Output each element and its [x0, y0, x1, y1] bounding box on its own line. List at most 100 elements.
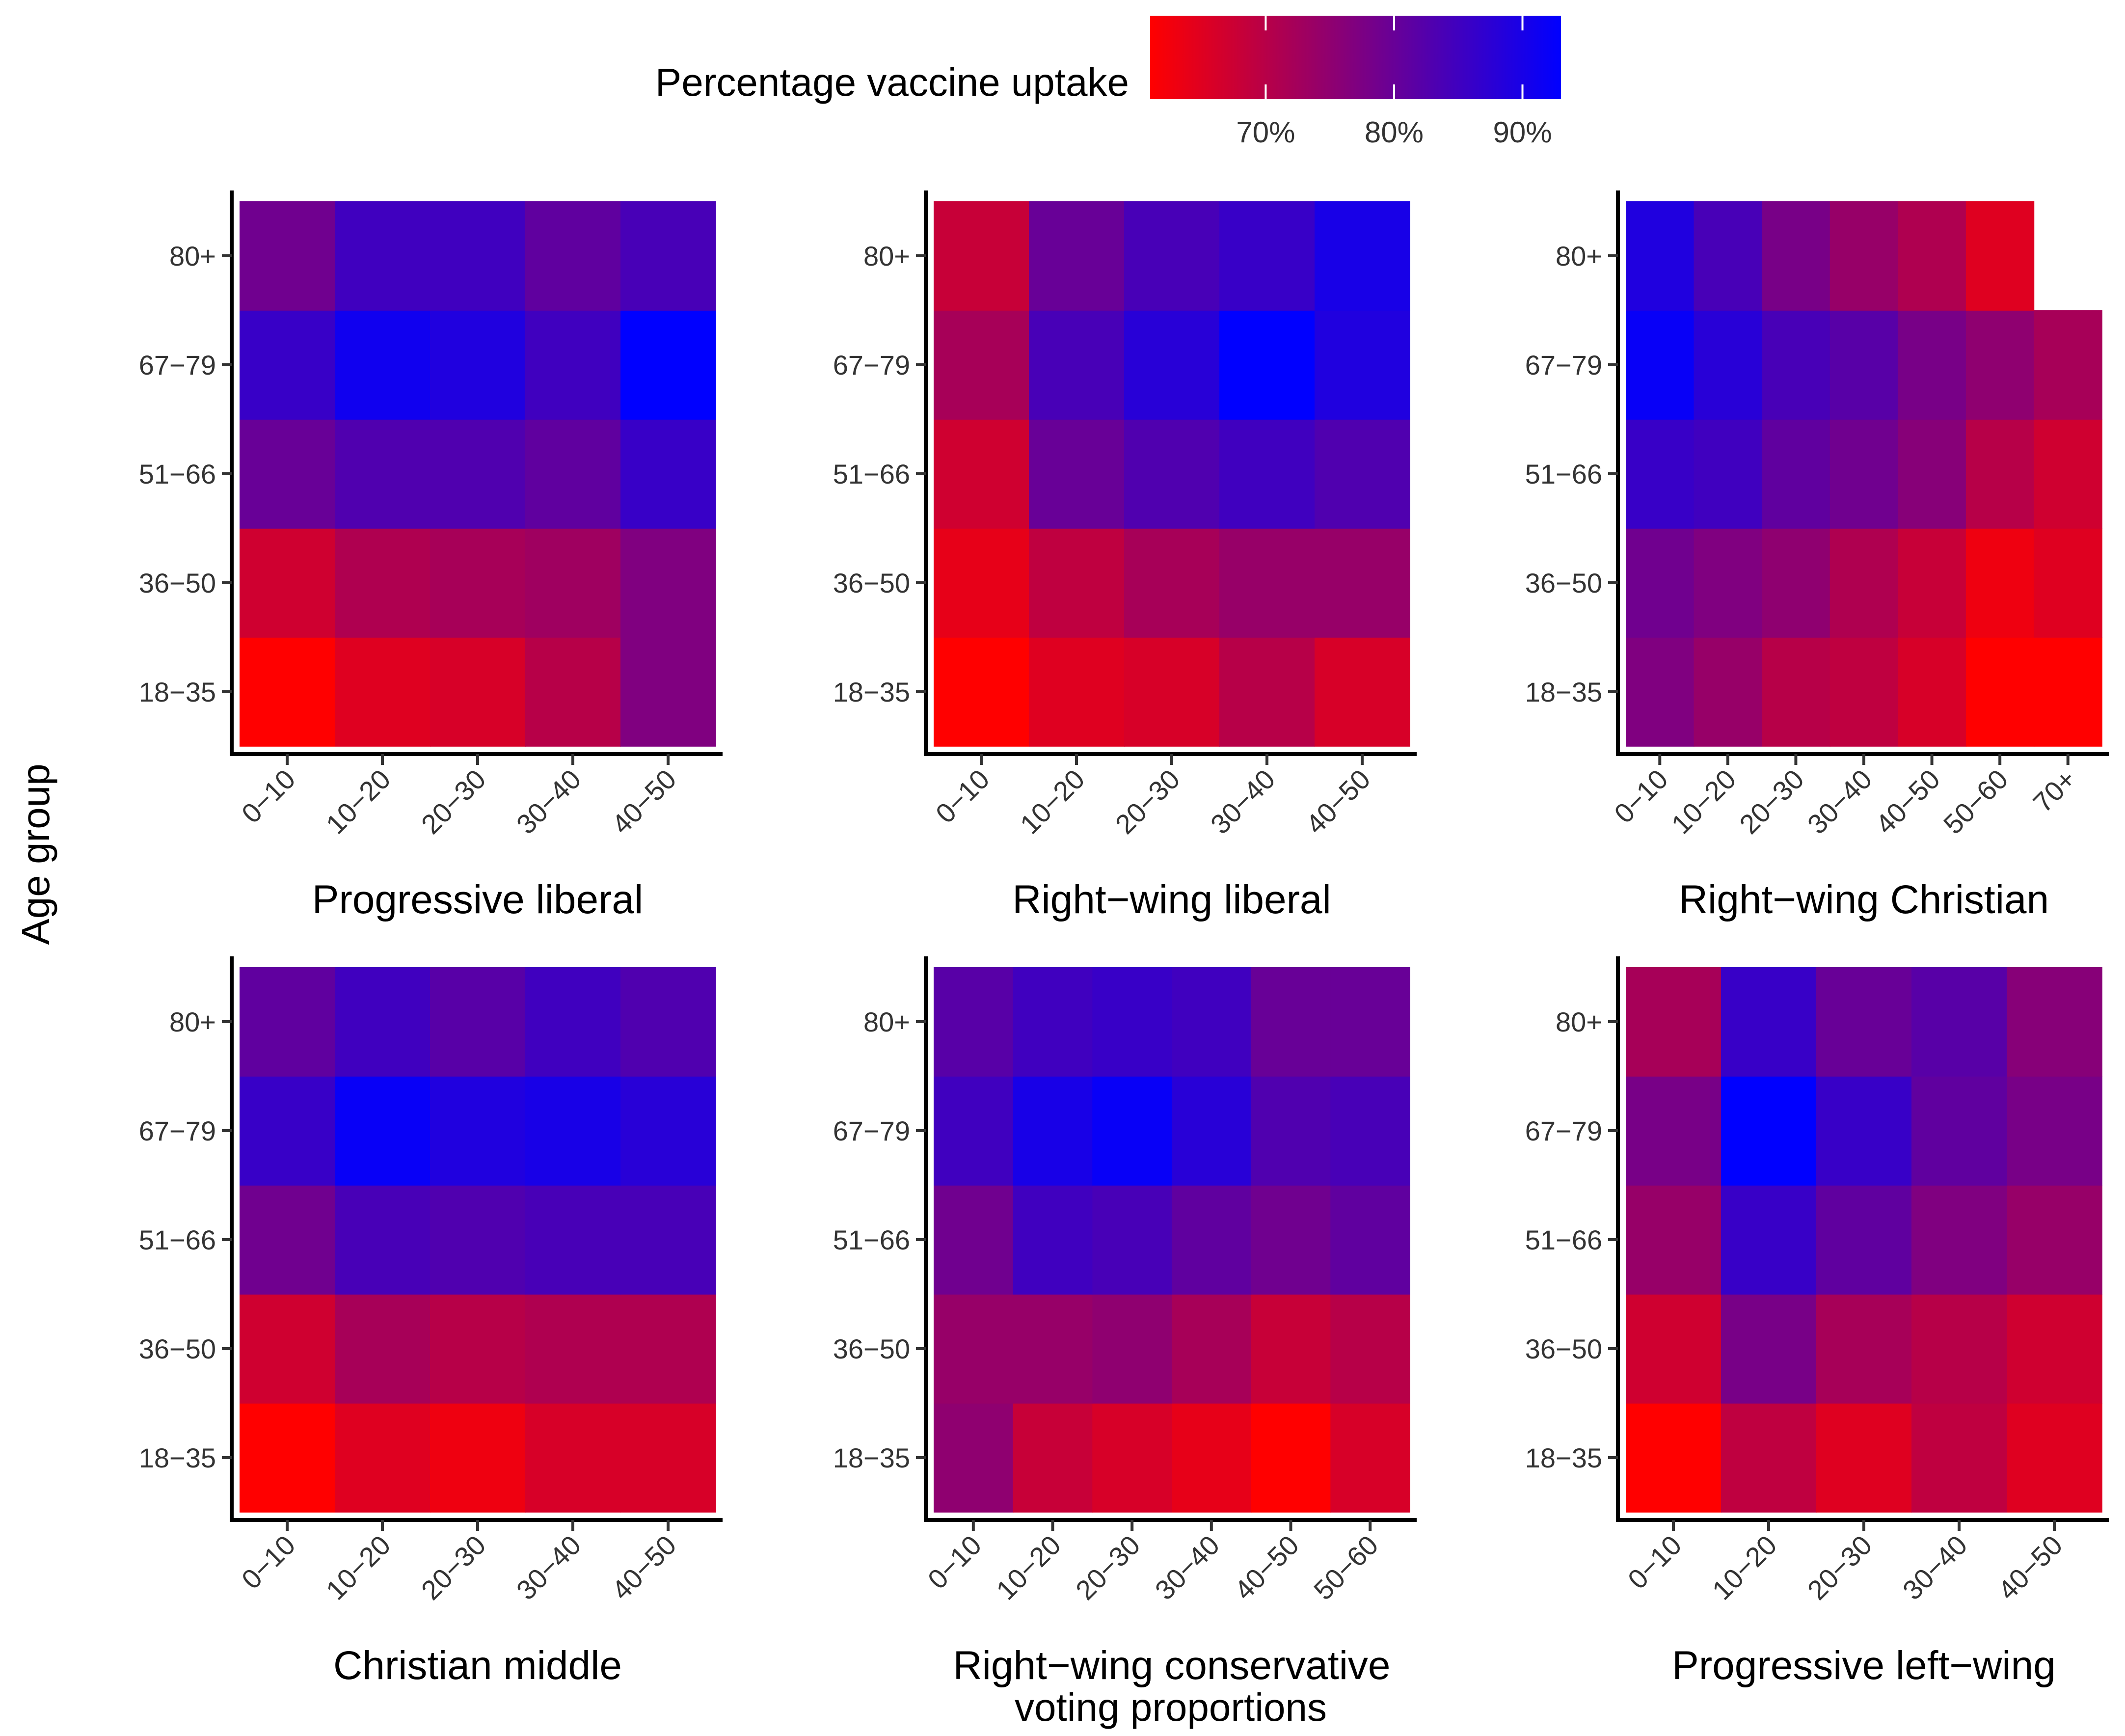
heatmap-cell: [1829, 201, 1899, 311]
heatmap-cell: [1816, 1185, 1912, 1295]
heatmap-cell: [1626, 1185, 1722, 1295]
x-tick-label: 20−30: [1733, 763, 1810, 840]
y-tick-label: 51−66: [833, 1224, 910, 1255]
heatmap-cell: [335, 1076, 430, 1186]
heatmap-cell: [1172, 1294, 1252, 1404]
heatmap-cell: [430, 1185, 526, 1295]
x-tick-label: 0−10: [1608, 763, 1674, 829]
x-tick-label: 20−30: [415, 1529, 492, 1606]
x-tick-label: 10−20: [320, 763, 397, 840]
x-tick-label: 40−50: [1992, 1529, 2069, 1606]
heatmap-cell: [1315, 310, 1410, 420]
x-tick-label: 10−20: [990, 1529, 1067, 1606]
heatmap-cell: [1898, 419, 1966, 529]
heatmap-cell: [335, 201, 430, 311]
x-tick-label: 50−60: [1308, 1529, 1384, 1606]
heatmap-cell: [1694, 528, 1762, 638]
y-tick-label: 36−50: [139, 1333, 216, 1364]
heatmap-cell: [1013, 1076, 1093, 1186]
heatmap-cell: [1721, 967, 1817, 1077]
panel-title: Christian middle: [333, 1643, 622, 1688]
x-tick-label: 40−50: [606, 763, 682, 840]
heatmap-cell: [2007, 1294, 2102, 1404]
heatmap-cell: [1330, 1076, 1410, 1186]
heatmap-cell: [240, 201, 335, 311]
heatmap-cell: [620, 419, 716, 529]
heatmap-cell: [1092, 1185, 1172, 1295]
heatmap-cell: [2034, 419, 2102, 529]
heatmap-cell: [525, 1403, 621, 1513]
y-tick-label: 18−35: [833, 677, 910, 707]
heatmap-cell: [1762, 637, 1830, 747]
heatmap-cell: [1124, 310, 1220, 420]
heatmap-cell: [335, 1185, 430, 1295]
heatmap-cell: [335, 637, 430, 747]
heatmap-cell: [1219, 637, 1315, 747]
heatmap-cell: [1965, 528, 2035, 638]
heatmap-cell: [1762, 528, 1830, 638]
heatmap-cell: [1898, 310, 1966, 420]
legend-colorbar: [1150, 16, 1561, 99]
heatmap-cell: [1013, 1294, 1093, 1404]
heatmap-cell: [620, 637, 716, 747]
heatmap-cell: [1172, 1403, 1252, 1513]
heatmap-cell: [1965, 637, 2035, 747]
y-tick-label: 67−79: [833, 350, 910, 380]
heatmap-cell: [1721, 1076, 1817, 1186]
legend-tick-label: 70%: [1236, 116, 1295, 149]
heatmap-cell: [240, 637, 335, 747]
heatmap-cell: [620, 528, 716, 638]
x-tick-label: 40−50: [1869, 763, 1946, 840]
heatmap-cell: [335, 528, 430, 638]
heatmap-cell: [1172, 967, 1252, 1077]
heatmap-cell: [240, 967, 335, 1077]
heatmap-cell: [525, 528, 621, 638]
heatmap-cell: [525, 1185, 621, 1295]
legend-title: Percentage vaccine uptake: [655, 60, 1129, 104]
heatmap-cell: [1911, 967, 2007, 1077]
heatmap-cell: [1219, 310, 1315, 420]
heatmap-cell: [1219, 528, 1315, 638]
heatmap-cell: [1965, 310, 2035, 420]
heatmap-cell: [1898, 637, 1966, 747]
heatmap-cell: [620, 967, 716, 1077]
heatmap-cell: [1816, 1076, 1912, 1186]
heatmap-cell: [1013, 1185, 1093, 1295]
y-tick-label: 51−66: [1525, 459, 1602, 489]
heatmap-cell: [430, 419, 526, 529]
y-tick-label: 80+: [863, 241, 910, 271]
heatmap-cell: [1092, 1076, 1172, 1186]
heatmap-cell: [1829, 310, 1899, 420]
heatmap-cell: [430, 637, 526, 747]
y-tick-label: 80+: [169, 241, 216, 271]
y-tick-label: 67−79: [833, 1115, 910, 1146]
heatmap-cell: [2034, 310, 2102, 420]
heatmap-cell: [525, 419, 621, 529]
heatmap-cell: [1911, 1076, 2007, 1186]
x-tick-label: 0−10: [922, 1529, 988, 1595]
heatmap-cell: [1626, 967, 1722, 1077]
heatmap-cell: [934, 310, 1029, 420]
heatmap-cell: [1172, 1185, 1252, 1295]
heatmap-cell: [430, 528, 526, 638]
x-tick-label: 70+: [2027, 763, 2082, 818]
x-tick-label: 30−40: [511, 763, 587, 840]
y-tick-label: 67−79: [139, 350, 216, 380]
x-tick-label: 0−10: [236, 763, 301, 829]
heatmap-cell: [1092, 1403, 1172, 1513]
panel-title: Right−wing Christian: [1679, 877, 2049, 922]
heatmap-cell: [1694, 201, 1762, 311]
heatmap-cell: [1029, 637, 1125, 747]
y-tick-label: 67−79: [139, 1115, 216, 1146]
heatmap-cell: [934, 419, 1029, 529]
heatmap-cell: [1626, 637, 1695, 747]
y-tick-label: 80+: [863, 1006, 910, 1037]
heatmap-cell: [1013, 967, 1093, 1077]
panel-title: Right−wing liberal: [1012, 877, 1331, 922]
heatmap-cell: [1330, 1185, 1410, 1295]
x-tick-label: 20−30: [1802, 1529, 1878, 1606]
